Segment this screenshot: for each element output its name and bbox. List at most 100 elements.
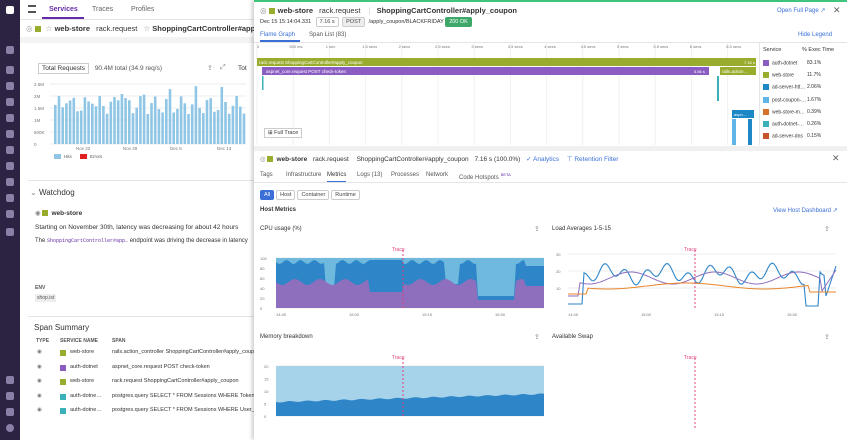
hits-bar[interactable] (153, 96, 157, 144)
bg-star-icon[interactable]: ☆ (143, 24, 151, 33)
hits-bar[interactable] (72, 97, 76, 144)
nav-icon-4[interactable] (6, 98, 14, 106)
span-postgres[interactable] (717, 76, 719, 101)
legend-row[interactable]: auth-dotnet 83.1% (763, 60, 847, 66)
bg-op-name[interactable]: rack.request (96, 24, 138, 33)
hits-bar[interactable] (116, 100, 120, 144)
hits-bar[interactable] (98, 96, 101, 144)
legend-row[interactable]: ad-server-htt… 2.06% (763, 84, 847, 91)
nav-icon-5[interactable] (6, 114, 14, 122)
hits-bar[interactable] (76, 111, 79, 144)
hits-bar[interactable] (168, 89, 172, 144)
close-icon[interactable]: ✕ (833, 5, 841, 15)
hits-bar[interactable] (57, 96, 61, 144)
menu-icon[interactable] (28, 5, 36, 13)
watchdog-header[interactable]: ⌄ Watchdog (30, 188, 75, 197)
tab-logs[interactable]: Logs (13) (357, 172, 383, 178)
nav-icon-11[interactable] (6, 210, 14, 218)
total-requests-select[interactable]: Total Requests (38, 63, 89, 74)
table-row[interactable]: ◉ auth-dotne… postgres.query SELECT * FROM… (20, 405, 259, 419)
analytics-link[interactable]: ✓ Analytics (526, 156, 560, 163)
hits-bar[interactable] (161, 112, 164, 144)
chat-icon[interactable] (6, 392, 14, 400)
nav-icon-3[interactable] (6, 82, 14, 90)
bg-radio-icon[interactable]: ◎ (26, 24, 33, 33)
hits-bar[interactable] (205, 100, 209, 144)
hits-bar[interactable] (213, 111, 216, 144)
span-post-coupon[interactable] (732, 119, 736, 145)
legend-row[interactable]: web-store-m… 0.39% (763, 108, 847, 115)
hits-bar[interactable] (165, 98, 168, 144)
star-icon[interactable]: ☆ (45, 24, 53, 33)
nav-icon-8[interactable] (6, 162, 14, 170)
hits-bar[interactable] (179, 96, 183, 144)
export-icon[interactable]: ⇪ (824, 226, 830, 233)
hits-bar[interactable] (198, 107, 201, 144)
hits-bar[interactable] (220, 86, 224, 144)
span-ad-server[interactable] (748, 119, 752, 145)
hits-bar[interactable] (79, 110, 83, 144)
hits-bar[interactable] (157, 109, 161, 144)
hits-bar[interactable] (91, 103, 94, 144)
hits-bar[interactable] (120, 94, 124, 144)
nav-icon-7[interactable] (6, 146, 14, 154)
tab-span-list[interactable]: Span List (83) (309, 32, 347, 38)
hits-bar[interactable] (65, 103, 68, 144)
watchdog-code[interactable]: ShoppingCartController#app… (47, 238, 129, 244)
tab-network[interactable]: Network (426, 172, 449, 178)
tab-tags[interactable]: Tags (260, 172, 273, 178)
legend-row[interactable]: auth-dotnet-… 0.26% (763, 121, 847, 127)
legend-row[interactable]: post-coupon-… 1.67% (763, 96, 847, 103)
hits-bar[interactable] (124, 98, 127, 144)
expand-icon[interactable]: ⤢ (220, 64, 226, 71)
user-avatar[interactable] (6, 424, 14, 432)
nav-icon-2[interactable] (6, 66, 14, 74)
logo-icon[interactable] (6, 6, 14, 14)
hits-bar[interactable] (209, 98, 212, 144)
view-host-dashboard-link[interactable]: View Host Dashboard ↗ (773, 208, 838, 214)
hits-bar[interactable] (231, 105, 235, 144)
legend-row[interactable]: ad-server-dns 0.15% (763, 133, 847, 140)
span-aspn[interactable] (732, 110, 754, 118)
hits-bar[interactable] (105, 113, 109, 144)
open-full-page-link[interactable]: Open Full Page ↗ (777, 7, 825, 14)
hits-bar[interactable] (194, 86, 198, 144)
hits-bar[interactable] (183, 103, 187, 144)
hits-bar[interactable] (176, 108, 179, 144)
hits-bar[interactable] (102, 105, 105, 144)
table-row[interactable]: ◉ web-store rack.request ShoppingCartContr… (20, 376, 255, 390)
hits-bar[interactable] (142, 94, 146, 144)
span-rails-action[interactable] (720, 67, 756, 75)
legend-header-service[interactable]: Service (763, 47, 782, 53)
hits-bar[interactable] (54, 105, 57, 144)
retention-filter-link[interactable]: ⊤ Retention Filter (566, 156, 619, 163)
hits-bar[interactable] (68, 100, 72, 144)
table-row[interactable]: ◉ auth-dotne… postgres.query SELECT * FROM… (20, 391, 259, 405)
pane-splitter[interactable] (254, 146, 847, 151)
hits-bar[interactable] (109, 101, 113, 144)
env-value[interactable]: shop.ist (35, 294, 57, 302)
tab-profiles[interactable]: Profiles (131, 6, 155, 13)
span-postgres[interactable] (262, 76, 264, 90)
hits-bar[interactable] (61, 107, 64, 144)
hits-bar[interactable] (242, 113, 246, 144)
hits-bar[interactable] (150, 103, 153, 144)
hits-bar[interactable] (216, 110, 220, 144)
legend-row[interactable]: web-store 11.7% (763, 72, 847, 79)
chevron-down-icon[interactable]: ⌄ (30, 188, 37, 197)
hits-bar[interactable] (139, 96, 142, 144)
hits-bar[interactable] (83, 97, 87, 144)
nav-icon-1[interactable] (6, 46, 14, 54)
hits-bar[interactable] (94, 106, 98, 144)
hits-bar[interactable] (187, 113, 190, 144)
hits-bar[interactable] (202, 113, 205, 144)
settings-icon[interactable] (6, 408, 14, 416)
table-row[interactable]: ◉ auth-dotnet aspnet_core.request POST che… (20, 362, 255, 376)
hits-bar[interactable] (224, 102, 227, 144)
hits-bar[interactable] (113, 97, 116, 144)
hits-bar[interactable] (87, 101, 90, 144)
hide-legend-link[interactable]: Hide Legend (798, 32, 833, 38)
table-row[interactable]: ◉ web-store rails.action_controller Shoppi… (20, 347, 260, 361)
tab-processes[interactable]: Processes (391, 172, 420, 178)
hits-bar[interactable] (146, 113, 150, 144)
